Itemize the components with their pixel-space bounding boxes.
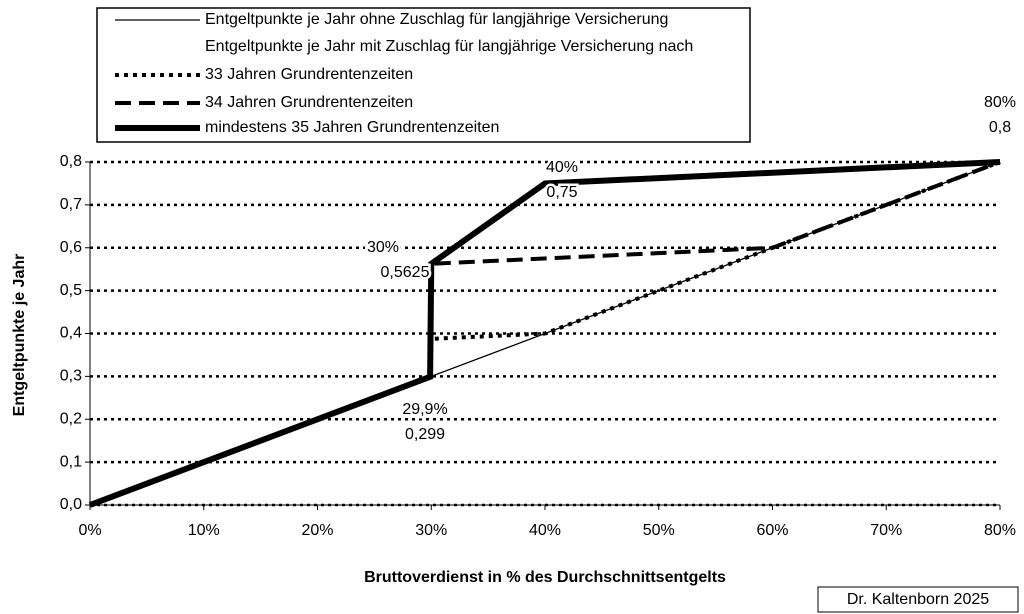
annotation: 80% xyxy=(984,94,1016,111)
x-tick-label: 50% xyxy=(643,522,675,539)
y-tick-label: 0,8 xyxy=(60,153,82,170)
y-tick-label: 0,0 xyxy=(60,496,82,513)
legend-title: Entgeltpunkte je Jahr mit Zuschlag für l… xyxy=(205,38,693,55)
legend-label: 34 Jahren Grundrentenzeiten xyxy=(205,94,413,111)
y-axis-label: Entgeltpunkte je Jahr xyxy=(11,254,28,417)
y-tick-label: 0,3 xyxy=(60,368,82,385)
legend-label: 33 Jahren Grundrentenzeiten xyxy=(205,66,413,83)
annotation: 0,75 xyxy=(546,184,577,201)
series-line xyxy=(88,159,1001,508)
x-tick-label: 70% xyxy=(870,522,902,539)
x-tick-label: 80% xyxy=(984,522,1016,539)
legend-label: mindestens 35 Jahren Grundrentenzeiten xyxy=(205,119,499,136)
annotation: 40% xyxy=(546,159,578,176)
x-tick-label: 30% xyxy=(415,522,447,539)
y-tick-label: 0,5 xyxy=(60,282,82,299)
y-tick-label: 0,6 xyxy=(60,239,82,256)
y-tick-label: 0,2 xyxy=(60,410,82,427)
y-tick-label: 0,7 xyxy=(60,196,82,213)
legend-label: Entgeltpunkte je Jahr ohne Zuschlag für … xyxy=(205,11,668,28)
legend-box xyxy=(96,7,751,143)
annotation: 29,9% xyxy=(402,401,447,418)
credit-box xyxy=(817,586,1019,613)
x-tick-label: 60% xyxy=(756,522,788,539)
annotation: 0,5625 xyxy=(381,264,430,281)
annotation: 0,299 xyxy=(405,426,445,443)
y-tick-label: 0,1 xyxy=(60,453,82,470)
x-tick-label: 0% xyxy=(78,522,101,539)
credit: Dr. Kaltenborn 2025 xyxy=(847,591,989,608)
series-line xyxy=(89,160,1001,507)
x-tick-label: 40% xyxy=(529,522,561,539)
annotation: 30% xyxy=(367,239,399,256)
annotation: 0,8 xyxy=(989,119,1011,136)
x-tick-label: 10% xyxy=(188,522,220,539)
x-tick-label: 20% xyxy=(301,522,333,539)
x-axis-label: Bruttoverdienst in % des Durchschnittsen… xyxy=(364,569,726,586)
y-tick-label: 0,4 xyxy=(60,325,82,342)
